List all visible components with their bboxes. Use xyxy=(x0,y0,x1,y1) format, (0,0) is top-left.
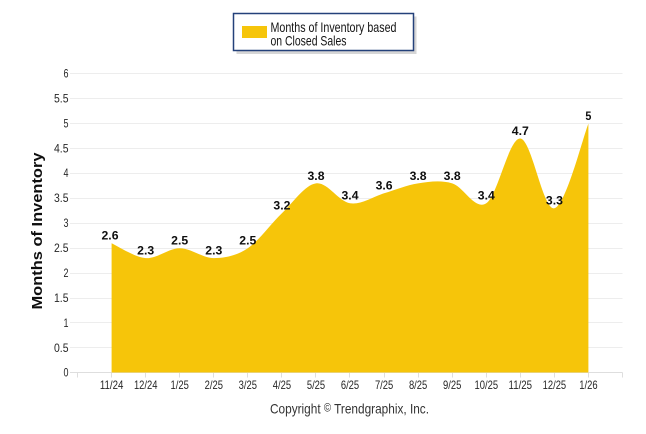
svg-text:11/25: 11/25 xyxy=(509,378,533,392)
svg-text:6: 6 xyxy=(64,67,69,81)
svg-text:5/25: 5/25 xyxy=(307,378,326,392)
svg-text:2.5: 2.5 xyxy=(54,241,69,255)
svg-text:3.4: 3.4 xyxy=(478,189,495,203)
svg-text:4.5: 4.5 xyxy=(54,141,69,155)
svg-text:0.5: 0.5 xyxy=(54,341,69,355)
svg-text:on Closed Sales: on Closed Sales xyxy=(271,33,347,49)
svg-text:5: 5 xyxy=(64,116,69,130)
svg-text:12/25: 12/25 xyxy=(543,378,567,392)
svg-text:6/25: 6/25 xyxy=(341,378,360,392)
svg-text:1/25: 1/25 xyxy=(171,378,190,392)
svg-text:2.3: 2.3 xyxy=(205,244,222,258)
svg-text:Months of Inventory: Months of Inventory xyxy=(29,152,46,310)
svg-text:12/24: 12/24 xyxy=(134,378,158,392)
svg-text:3.8: 3.8 xyxy=(410,169,427,183)
svg-text:8/25: 8/25 xyxy=(409,378,428,392)
svg-text:3.8: 3.8 xyxy=(308,169,325,183)
svg-text:4.7: 4.7 xyxy=(512,124,529,138)
svg-text:0: 0 xyxy=(64,366,69,380)
svg-text:Copyright © Trendgraphix, Inc.: Copyright © Trendgraphix, Inc. xyxy=(270,401,429,417)
svg-text:2.5: 2.5 xyxy=(239,234,256,248)
svg-text:3.8: 3.8 xyxy=(444,169,461,183)
svg-text:3.4: 3.4 xyxy=(342,189,359,203)
svg-text:3.6: 3.6 xyxy=(376,179,393,193)
svg-text:4/25: 4/25 xyxy=(273,378,292,392)
svg-text:1/26: 1/26 xyxy=(579,378,598,392)
svg-text:2.3: 2.3 xyxy=(137,244,154,258)
svg-text:11/24: 11/24 xyxy=(100,378,124,392)
svg-text:7/25: 7/25 xyxy=(375,378,394,392)
svg-text:2.5: 2.5 xyxy=(171,234,188,248)
svg-text:5: 5 xyxy=(585,109,591,123)
svg-text:9/25: 9/25 xyxy=(443,378,462,392)
svg-text:3.3: 3.3 xyxy=(546,194,563,208)
svg-text:2: 2 xyxy=(64,266,69,280)
svg-text:3.2: 3.2 xyxy=(273,199,290,213)
svg-text:1: 1 xyxy=(64,316,69,330)
svg-text:10/25: 10/25 xyxy=(475,378,499,392)
svg-text:4: 4 xyxy=(64,166,69,180)
svg-text:3.5: 3.5 xyxy=(54,191,69,205)
svg-text:3: 3 xyxy=(64,216,69,230)
svg-text:2/25: 2/25 xyxy=(205,378,224,392)
svg-text:3/25: 3/25 xyxy=(239,378,258,392)
svg-text:1.5: 1.5 xyxy=(54,291,69,305)
svg-text:2.6: 2.6 xyxy=(102,229,119,243)
svg-text:5.5: 5.5 xyxy=(54,91,69,105)
svg-text:Months of Inventory based: Months of Inventory based xyxy=(271,19,397,35)
